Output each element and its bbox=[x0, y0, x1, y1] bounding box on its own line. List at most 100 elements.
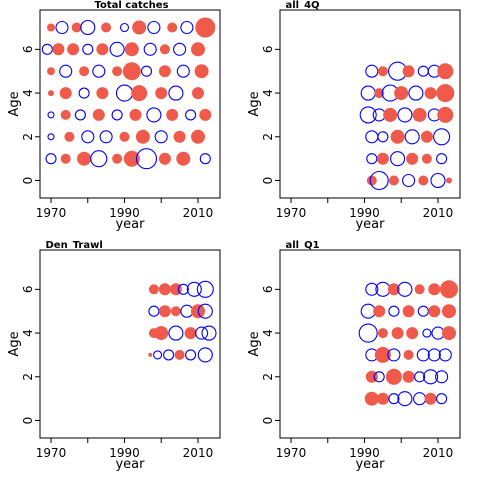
positive-residual-bubble bbox=[77, 151, 92, 166]
negative-residual-bubble bbox=[196, 280, 214, 298]
negative-residual-bubble bbox=[177, 283, 189, 295]
negative-residual-bubble bbox=[90, 150, 108, 168]
positive-residual-bubble bbox=[428, 305, 441, 318]
negative-residual-bubble bbox=[92, 64, 106, 78]
y-tick-label: 4 bbox=[261, 329, 275, 337]
positive-residual-bubble bbox=[424, 87, 437, 100]
bubble-group bbox=[358, 280, 458, 407]
y-tick-label: 0 bbox=[261, 177, 275, 185]
positive-residual-bubble bbox=[67, 43, 80, 56]
negative-residual-bubble bbox=[148, 305, 160, 317]
x-tick-label: 2010 bbox=[183, 206, 214, 220]
negative-residual-bubble bbox=[397, 391, 413, 407]
negative-residual-bubble bbox=[173, 42, 187, 56]
negative-residual-bubble bbox=[365, 130, 379, 144]
positive-residual-bubble bbox=[374, 346, 391, 363]
positive-residual-bubble bbox=[192, 87, 204, 100]
negative-residual-bubble bbox=[147, 20, 161, 35]
positive-residual-bubble bbox=[437, 63, 454, 80]
positive-residual-bubble bbox=[59, 87, 72, 100]
negative-residual-bubble bbox=[55, 20, 69, 35]
y-tick-label: 6 bbox=[261, 46, 275, 54]
negative-residual-bubble bbox=[115, 84, 134, 102]
negative-residual-bubble bbox=[78, 87, 90, 99]
positive-residual-bubble bbox=[402, 65, 415, 78]
positive-residual-bubble bbox=[101, 22, 112, 33]
negative-residual-bubble bbox=[154, 130, 168, 144]
positive-residual-bubble bbox=[385, 368, 402, 385]
negative-residual-bubble bbox=[199, 153, 211, 165]
positive-residual-bubble bbox=[376, 152, 389, 165]
negative-residual-bubble bbox=[414, 371, 426, 383]
plot-frame bbox=[279, 9, 461, 199]
positive-residual-bubble bbox=[112, 66, 123, 77]
x-tick-label: 1990 bbox=[349, 206, 380, 220]
negative-residual-bubble bbox=[146, 107, 162, 123]
negative-residual-bubble bbox=[74, 109, 86, 121]
y-axis-title: Age bbox=[7, 91, 22, 116]
negative-residual-bubble bbox=[366, 153, 378, 165]
positive-residual-bubble bbox=[184, 327, 197, 340]
negative-residual-bubble bbox=[397, 281, 413, 297]
x-tick-label: 2010 bbox=[183, 446, 214, 460]
negative-residual-bubble bbox=[417, 305, 429, 317]
negative-residual-bubble bbox=[423, 369, 439, 385]
positive-residual-bubble bbox=[403, 349, 414, 360]
y-tick-label: 6 bbox=[21, 286, 35, 294]
negative-residual-bubble bbox=[201, 325, 217, 341]
positive-residual-bubble bbox=[132, 20, 147, 35]
positive-residual-bubble bbox=[166, 108, 179, 121]
positive-residual-bubble bbox=[420, 130, 433, 143]
positive-residual-bubble bbox=[191, 42, 205, 57]
y-tick-label: 0 bbox=[261, 417, 275, 425]
positive-residual-bubble bbox=[123, 150, 140, 167]
negative-residual-bubble bbox=[168, 325, 184, 341]
negative-residual-bubble bbox=[430, 172, 446, 189]
negative-residual-bubble bbox=[47, 133, 55, 141]
negative-residual-bubble bbox=[436, 153, 448, 165]
positive-residual-bubble bbox=[173, 130, 186, 143]
negative-residual-bubble bbox=[195, 326, 209, 340]
negative-residual-bubble bbox=[81, 130, 95, 144]
positive-residual-bubble bbox=[158, 283, 171, 296]
negative-residual-bubble bbox=[135, 148, 158, 170]
positive-residual-bubble bbox=[148, 284, 159, 295]
positive-residual-bubble bbox=[446, 177, 452, 184]
negative-residual-bubble bbox=[373, 371, 385, 383]
negative-residual-bubble bbox=[365, 64, 379, 78]
panel-2: Den_Trawl 1970 1990 2010 year 0 2 4 6 Age bbox=[7, 240, 221, 472]
panel-0: Total catches 1970 1990 2010 year 0 2 4 6 Age bbox=[7, 0, 221, 232]
positive-residual-bubble bbox=[52, 43, 65, 56]
positive-residual-bubble bbox=[414, 284, 425, 295]
x-tick-label: 1990 bbox=[109, 446, 140, 460]
negative-residual-bubble bbox=[197, 347, 213, 363]
negative-residual-bubble bbox=[358, 323, 378, 343]
negative-residual-bubble bbox=[360, 85, 376, 101]
negative-residual-bubble bbox=[197, 303, 213, 319]
y-tick-label: 0 bbox=[21, 177, 35, 185]
negative-residual-bubble bbox=[143, 42, 157, 56]
positive-residual-bubble bbox=[377, 66, 388, 77]
y-tick-label: 4 bbox=[261, 89, 275, 97]
negative-residual-bubble bbox=[109, 41, 125, 57]
negative-residual-bubble bbox=[80, 19, 96, 36]
positive-residual-bubble bbox=[388, 175, 399, 186]
positive-residual-bubble bbox=[79, 66, 90, 77]
positive-residual-bubble bbox=[428, 283, 441, 296]
positive-residual-bubble bbox=[442, 304, 456, 319]
positive-residual-bubble bbox=[390, 129, 405, 144]
chart-title: all_Q1 bbox=[286, 240, 320, 251]
x-tick-label: 1970 bbox=[276, 206, 307, 220]
negative-residual-bubble bbox=[359, 106, 377, 124]
positive-residual-bubble bbox=[412, 107, 427, 122]
y-tick-label: 6 bbox=[261, 286, 275, 294]
negative-residual-bubble bbox=[435, 370, 449, 384]
positive-residual-bubble bbox=[135, 129, 150, 144]
plot-frame bbox=[279, 249, 461, 439]
negative-residual-bubble bbox=[377, 131, 389, 143]
positive-residual-bubble bbox=[391, 327, 404, 340]
negative-residual-bubble bbox=[59, 64, 73, 78]
negative-residual-bubble bbox=[387, 348, 401, 362]
positive-residual-bubble bbox=[366, 175, 377, 186]
